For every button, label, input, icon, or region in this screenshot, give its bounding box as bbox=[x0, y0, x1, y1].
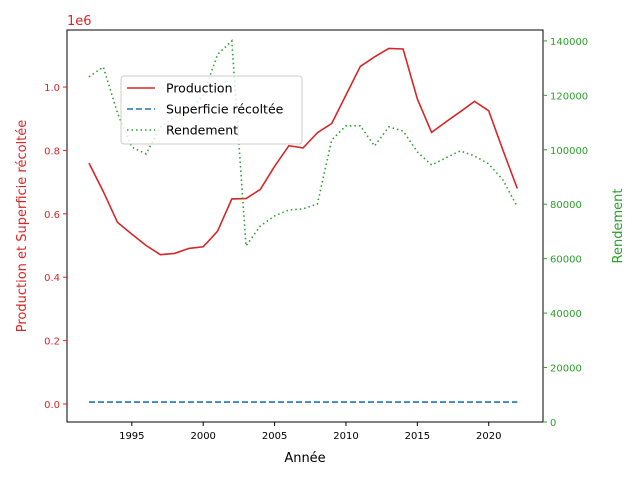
legend-label: Production bbox=[166, 81, 233, 96]
right-tick-label: 60000 bbox=[550, 255, 582, 266]
right-tick-label: 140000 bbox=[550, 37, 588, 48]
left-tick-label: 0.4 bbox=[44, 273, 60, 284]
right-axis-ticks: 0 20000 40000 60000 80000 100000 120000 140000 bbox=[543, 37, 588, 429]
right-tick-label: 120000 bbox=[550, 91, 588, 102]
left-axis-label: Production et Superficie récoltée bbox=[15, 120, 30, 333]
left-tick-label: 0.6 bbox=[44, 210, 60, 221]
x-tick-label: 2000 bbox=[190, 431, 215, 442]
right-tick-label: 100000 bbox=[550, 146, 588, 157]
legend-label: Superficie récoltée bbox=[166, 102, 284, 117]
left-offset-label: 1e6 bbox=[67, 14, 92, 29]
left-axis-ticks: 0.0 0.2 0.4 0.6 0.8 1.0 bbox=[44, 83, 67, 411]
right-axis-label: Rendement bbox=[611, 189, 626, 264]
right-tick-label: 40000 bbox=[550, 309, 582, 320]
x-tick-label: 2005 bbox=[262, 431, 287, 442]
left-tick-label: 1.0 bbox=[44, 83, 60, 94]
right-tick-label: 20000 bbox=[550, 364, 582, 375]
left-tick-label: 0.8 bbox=[44, 146, 60, 157]
x-tick-label: 2020 bbox=[476, 431, 501, 442]
legend: Production Superficie récoltée Rendement bbox=[121, 76, 302, 144]
x-axis-label: Année bbox=[284, 451, 325, 466]
left-tick-label: 0.2 bbox=[44, 337, 60, 348]
right-tick-label: 0 bbox=[550, 418, 556, 429]
right-tick-label: 80000 bbox=[550, 200, 582, 211]
x-tick-label: 1995 bbox=[119, 431, 144, 442]
x-tick-label: 2015 bbox=[405, 431, 430, 442]
x-axis-ticks: 1995 2000 2005 2010 2015 2020 bbox=[119, 422, 501, 442]
left-tick-label: 0.0 bbox=[44, 400, 60, 411]
legend-label: Rendement bbox=[166, 123, 238, 138]
x-tick-label: 2010 bbox=[333, 431, 358, 442]
